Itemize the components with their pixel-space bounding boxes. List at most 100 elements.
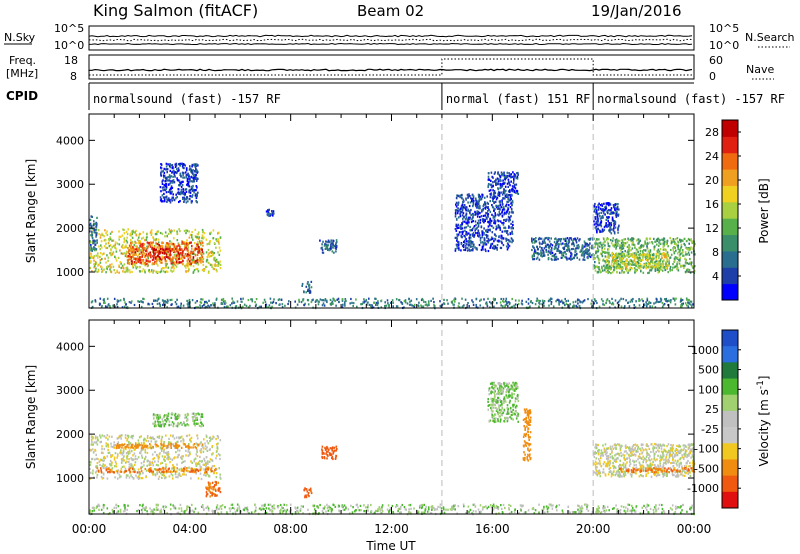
power-echo-cell (185, 244, 188, 247)
freq-tick-top: 18 (64, 54, 78, 67)
power-echo-cell (370, 304, 372, 307)
power-echo-cell (100, 267, 103, 270)
power-echo-cell (142, 246, 145, 250)
power-echo-cell (459, 224, 462, 228)
power-echo-cell (673, 260, 675, 263)
power-echo-cell (158, 246, 161, 249)
power-echo-cell (493, 299, 495, 302)
power-echo-cell (477, 202, 480, 205)
power-echo-cell (513, 183, 516, 186)
power-echo-cell (219, 260, 221, 263)
power-echo-cell (243, 303, 246, 306)
power-echo-cell (160, 267, 163, 271)
power-echo-cell (488, 223, 491, 226)
power-echo-cell (550, 251, 552, 254)
power-echo-cell (471, 217, 474, 220)
velocity-echo-cell (123, 455, 125, 458)
velocity-echo-cell (153, 457, 156, 460)
velocity-echo-cell (182, 455, 184, 458)
velocity-echo-cell (215, 476, 218, 479)
power-echo-cell (621, 251, 624, 254)
power-echo-cell (622, 238, 625, 241)
power-echo-cell (638, 253, 640, 256)
power-echo-cell (152, 255, 154, 258)
power-echo-cell (600, 208, 603, 212)
power-echo-cell (686, 247, 688, 250)
power-echo-cell (458, 302, 460, 305)
power-echo-cell (622, 247, 625, 250)
power-echo-cell (659, 242, 662, 245)
power-echo-cell (182, 259, 184, 262)
power-echo-cell (112, 244, 115, 247)
power-echo-cell (160, 247, 162, 251)
power-echo-cell (500, 206, 502, 209)
power-echo-cell (107, 259, 109, 262)
power-echo-cell (159, 271, 162, 274)
velocity-echo-cell (121, 453, 124, 456)
power-echo-cell (470, 220, 473, 224)
power-echo-cell (330, 247, 333, 250)
velocity-echo-cell (204, 442, 206, 445)
power-echo-cell (111, 246, 114, 249)
power-echo-cell (546, 243, 549, 246)
power-echo-cell (161, 182, 164, 185)
power-echo-cell (139, 242, 141, 245)
power-echo-cell (665, 262, 667, 265)
power-echo-cell (214, 302, 216, 305)
power-echo-cell (620, 305, 623, 308)
power-echo-cell (138, 240, 140, 243)
power-echo-cell (251, 298, 253, 301)
power-echo-cell (188, 174, 190, 177)
power-echo-cell (646, 247, 649, 250)
power-echo-cell (210, 263, 213, 266)
power-echo-cell (620, 261, 622, 264)
power-echo-cell (202, 260, 204, 263)
power-echo-cell (572, 305, 574, 308)
power-echo-cell (418, 301, 420, 304)
power-echo-cell (165, 245, 167, 248)
power-echo-cell (109, 305, 111, 308)
power-echo-cell (509, 184, 511, 187)
power-echo-cell (242, 297, 244, 300)
power-echo-cell (188, 253, 190, 256)
power-echo-cell (560, 243, 563, 246)
power-echo-cell (538, 305, 540, 308)
power-echo-cell (424, 303, 427, 307)
power-echo-cell (641, 250, 644, 253)
power-echo-cell (203, 269, 205, 272)
power-echo-cell (577, 244, 580, 247)
power-echo-cell (377, 302, 379, 305)
power-echo-cell (517, 302, 520, 306)
power-colorbar-swatch (722, 218, 738, 236)
power-echo-cell (694, 253, 696, 256)
power-echo-cell (507, 233, 509, 236)
power-echo-cell (137, 258, 140, 261)
power-echo-cell (169, 252, 171, 255)
power-echo-cell (158, 248, 160, 251)
power-echo-cell (604, 266, 607, 269)
power-echo-cell (183, 256, 186, 259)
velocity-echo-cell (173, 457, 175, 460)
power-echo-cell (149, 251, 151, 254)
power-echo-cell (455, 197, 458, 200)
nsky-trace (88, 34, 693, 38)
velocity-echo-cell (127, 452, 130, 455)
power-echo-cell (650, 260, 652, 263)
power-echo-cell (486, 234, 488, 237)
power-echo-cell (162, 241, 164, 244)
power-echo-cell (497, 207, 500, 210)
power-echo-cell (155, 248, 157, 251)
power-echo-cell (99, 297, 102, 300)
power-echo-cell (197, 164, 199, 167)
power-echo-cell (481, 245, 484, 248)
power-echo-cell (151, 242, 153, 245)
power-echo-cell (103, 239, 106, 242)
power-echo-cell (618, 224, 620, 227)
power-echo-cell (563, 251, 565, 255)
power-echo-cell (619, 267, 621, 270)
power-echo-cell (166, 263, 168, 266)
power-echo-cell (159, 196, 162, 199)
power-echo-cell (607, 263, 610, 266)
power-echo-cell (189, 191, 192, 194)
power-echo-cell (525, 300, 528, 303)
